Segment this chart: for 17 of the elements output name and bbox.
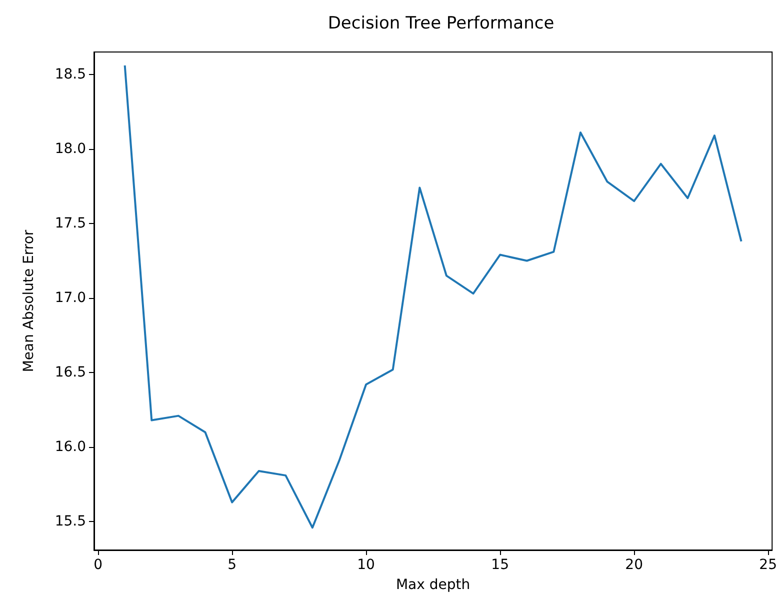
y-tick-label: 17.5 xyxy=(54,215,86,232)
y-tick-label: 16.5 xyxy=(54,364,86,381)
x-tick-label: 25 xyxy=(759,557,778,573)
x-tick-label: 20 xyxy=(625,557,643,573)
y-tick-label: 15.5 xyxy=(54,514,86,530)
x-tick-label: 0 xyxy=(94,557,102,573)
y-axis-title: Mean Absolute Error xyxy=(21,230,37,372)
x-tick-label: 15 xyxy=(491,557,509,573)
y-tick-label: 16.0 xyxy=(54,439,86,456)
y-tick-label: 18.5 xyxy=(54,66,86,82)
x-tick-label: 10 xyxy=(357,557,375,573)
y-tick-label: 18.0 xyxy=(54,140,86,157)
x-tick-label: 5 xyxy=(228,557,236,573)
y-tick-label: 17.0 xyxy=(54,290,86,306)
chart-title: Decision Tree Performance xyxy=(328,14,554,34)
x-axis-title: Max depth xyxy=(396,577,470,593)
line-series xyxy=(124,64,742,529)
